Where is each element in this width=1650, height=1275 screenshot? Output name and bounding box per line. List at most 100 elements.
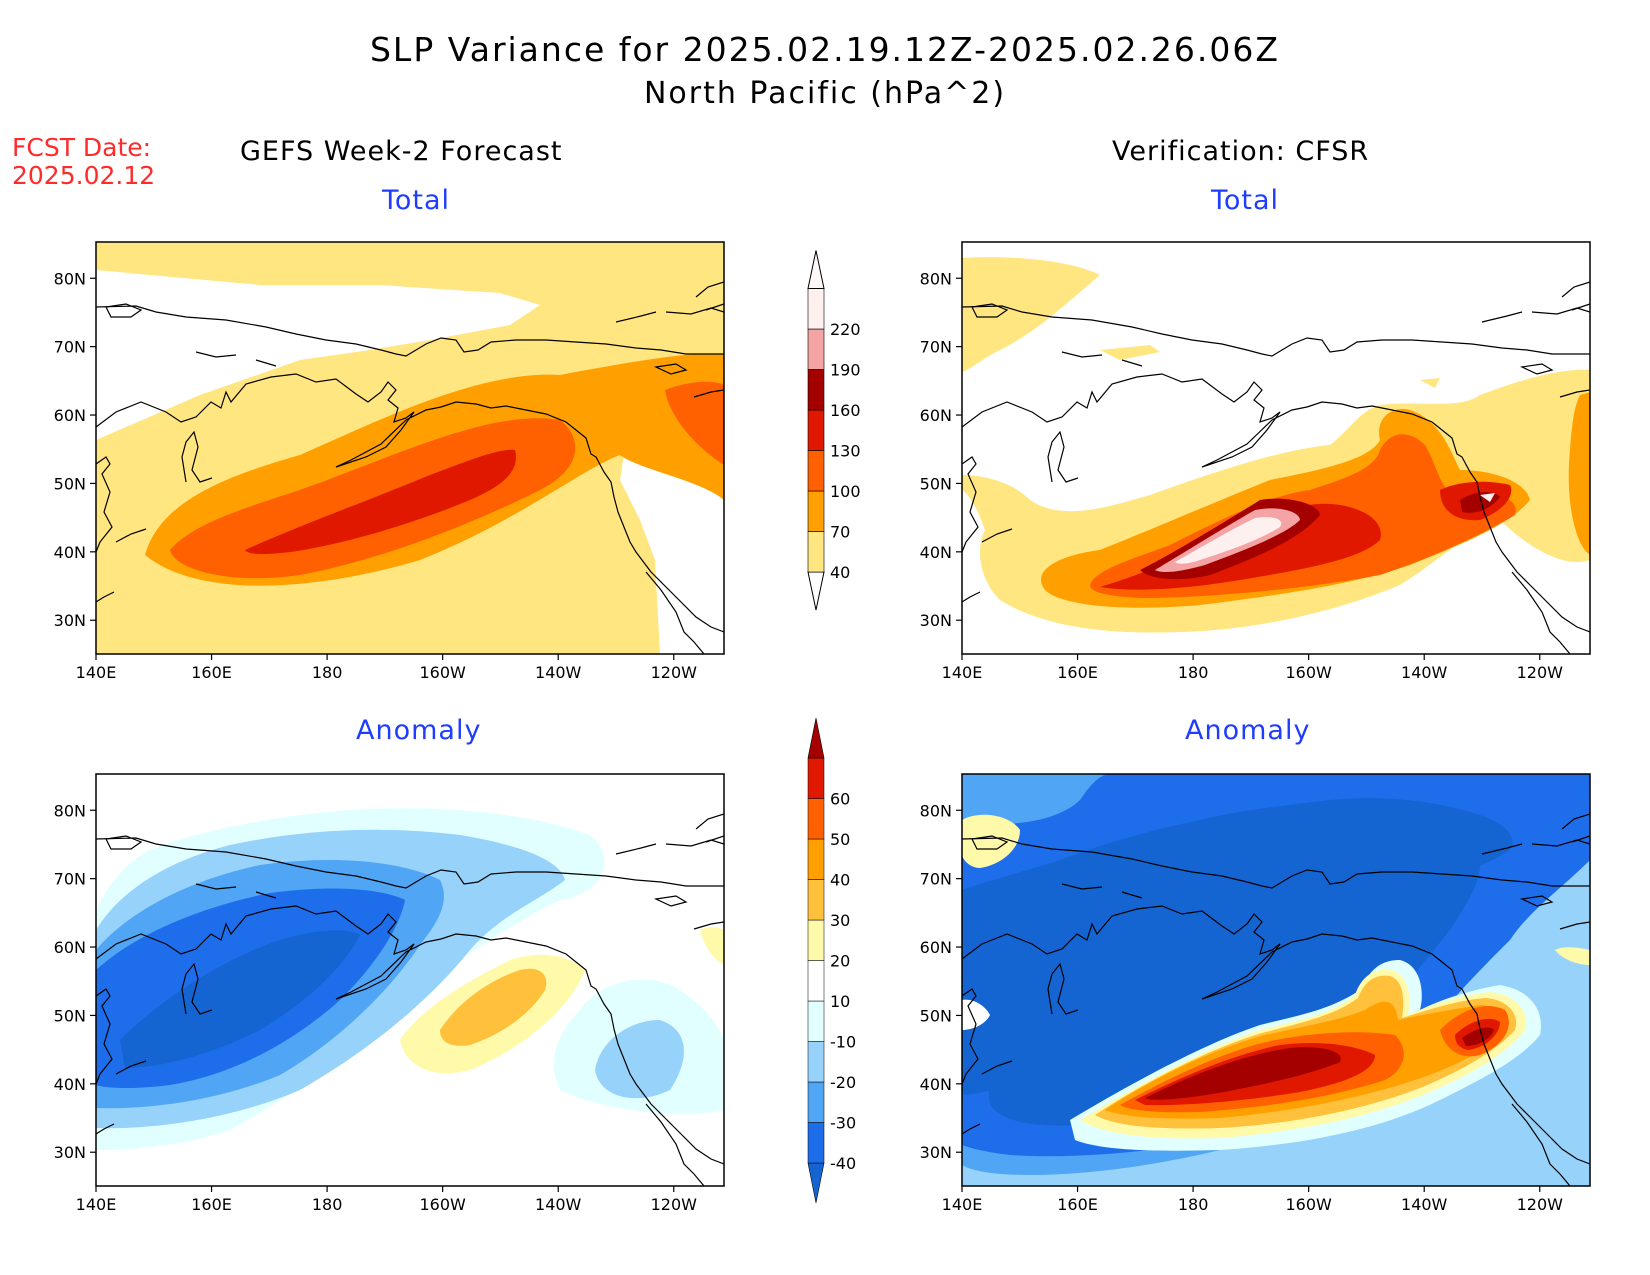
lon-label: 120W <box>1517 663 1564 682</box>
colorbar-swatch <box>807 879 825 921</box>
lon-label: 180 <box>1178 663 1209 682</box>
colorbar-swatch <box>807 288 825 330</box>
colorbar-level-label: 40 <box>830 563 850 582</box>
lon-label: 160W <box>419 1195 466 1214</box>
colorbar-swatch <box>807 328 825 370</box>
colorbar-arrow-low <box>807 1162 825 1204</box>
lat-label: 40N <box>54 543 86 562</box>
colorbar-swatch <box>807 798 825 840</box>
verification-anomaly-label: Anomaly <box>1185 715 1311 746</box>
colorbar-level-label: 10 <box>830 992 850 1011</box>
lon-label: 160E <box>191 663 232 682</box>
colorbar-level-label: 50 <box>830 830 850 849</box>
colorbar-arrow-high <box>807 717 825 759</box>
lon-label: 140E <box>76 1195 117 1214</box>
forecast-total-map <box>96 242 724 654</box>
figure-subtitle: North Pacific (hPa^2) <box>643 76 1007 111</box>
lon-label: 120W <box>651 663 698 682</box>
lat-label: 50N <box>54 474 86 493</box>
colorbar-swatch <box>807 1122 825 1164</box>
lon-label: 160E <box>1057 663 1098 682</box>
colorbar-swatch <box>807 1041 825 1083</box>
lat-label: 60N <box>54 938 86 957</box>
colorbar-level-label: -10 <box>830 1033 856 1052</box>
lat-label: 70N <box>54 338 86 357</box>
lon-label: 160E <box>1057 1195 1098 1214</box>
verification-total-label: Total <box>1211 185 1280 216</box>
colorbar-arrow-low <box>807 571 825 611</box>
verification-total-map <box>962 242 1590 654</box>
forecast-anomaly-label: Anomaly <box>356 715 482 746</box>
lon-label: 140W <box>1401 1195 1448 1214</box>
lat-label: 40N <box>54 1075 86 1094</box>
lat-label: 30N <box>54 1143 86 1162</box>
lat-label: 40N <box>920 1075 952 1094</box>
lat-label: 80N <box>54 269 86 288</box>
colorbar-swatch <box>807 490 825 532</box>
colorbar-swatch <box>807 531 825 573</box>
colorbar-level-label: 20 <box>830 952 850 971</box>
lon-label: 160W <box>419 663 466 682</box>
forecast-column-title: GEFS Week-2 Forecast <box>240 136 563 167</box>
lat-label: 30N <box>920 1143 952 1162</box>
fcst-date-label: FCST Date: <box>12 133 152 162</box>
lon-label: 140E <box>942 663 983 682</box>
anomaly-colorbar: -40 -30 -20 -10 10 20 30 40 50 60 <box>807 717 856 1204</box>
lat-label: 80N <box>920 269 952 288</box>
lat-label: 70N <box>920 338 952 357</box>
colorbar-swatch <box>807 450 825 492</box>
colorbar-level-label: 40 <box>830 871 850 890</box>
colorbar-swatch <box>807 1081 825 1123</box>
lon-label: 140E <box>942 1195 983 1214</box>
lat-label: 80N <box>920 801 952 820</box>
colorbar-level-label: 220 <box>830 320 861 339</box>
lat-label: 30N <box>54 611 86 630</box>
colorbar-level-label: 100 <box>830 482 861 501</box>
lon-label: 180 <box>1178 1195 1209 1214</box>
colorbar-swatch <box>807 757 825 799</box>
total-colorbar: 40 70 100 130 160 190 220 <box>807 250 861 611</box>
colorbar-level-label: -30 <box>830 1114 856 1133</box>
colorbar-swatch <box>807 919 825 961</box>
figure-title: SLP Variance for 2025.02.19.12Z-2025.02.… <box>369 30 1281 69</box>
lat-label: 50N <box>920 474 952 493</box>
colorbar-arrow-high <box>807 250 825 289</box>
lon-label: 160W <box>1285 1195 1332 1214</box>
colorbar-level-label: 70 <box>830 523 850 542</box>
lon-label: 140W <box>1401 663 1448 682</box>
lon-label: 180 <box>312 1195 343 1214</box>
colorbar-level-label: 130 <box>830 442 861 461</box>
lat-label: 60N <box>920 406 952 425</box>
lon-label: 160W <box>1285 663 1332 682</box>
lat-label: 30N <box>920 611 952 630</box>
colorbar-level-label: 30 <box>830 911 850 930</box>
colorbar-swatch <box>807 1000 825 1042</box>
lon-label: 140W <box>535 663 582 682</box>
lon-label: 120W <box>1517 1195 1564 1214</box>
lon-label: 140W <box>535 1195 582 1214</box>
colorbar-swatch <box>807 369 825 411</box>
lat-label: 70N <box>54 870 86 889</box>
colorbar-swatch <box>807 409 825 451</box>
lat-label: 80N <box>54 801 86 820</box>
lat-label: 50N <box>54 1006 86 1025</box>
colorbar-level-label: 60 <box>830 790 850 809</box>
colorbar-level-label: -40 <box>830 1154 856 1173</box>
colorbar-level-label: 160 <box>830 401 861 420</box>
lon-label: 120W <box>651 1195 698 1214</box>
verification-column-title: Verification: CFSR <box>1112 136 1370 167</box>
colorbar-swatch <box>807 838 825 880</box>
lon-label: 160E <box>191 1195 232 1214</box>
forecast-total-label: Total <box>382 185 451 216</box>
forecast-anomaly-map <box>96 774 724 1186</box>
lon-label: 140E <box>76 663 117 682</box>
map-axes: 80N 70N 60N 50N 40N 30N 140E 160E 180 160W 140W 120… <box>54 269 1563 1214</box>
lat-label: 60N <box>920 938 952 957</box>
lat-label: 40N <box>920 543 952 562</box>
fcst-date-value: 2025.02.12 <box>12 161 156 190</box>
colorbar-swatch <box>807 960 825 1002</box>
verification-anomaly-map <box>962 774 1590 1186</box>
lat-label: 60N <box>54 406 86 425</box>
colorbar-level-label: -20 <box>830 1073 856 1092</box>
